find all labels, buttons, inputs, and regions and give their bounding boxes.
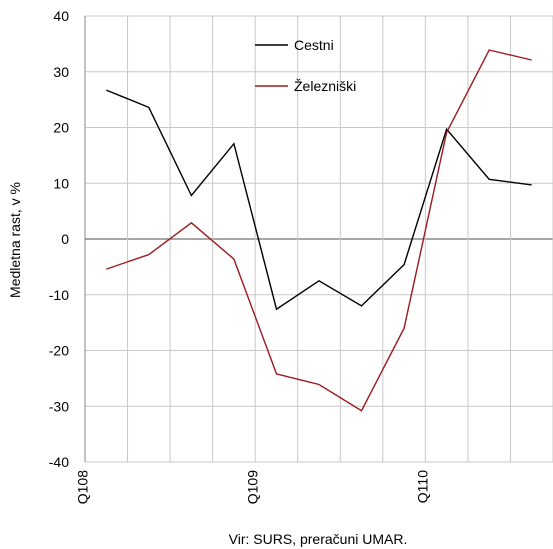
grid	[84, 15, 553, 463]
x-tick-label: Q108	[74, 470, 90, 504]
legend: Cestni Železniški	[255, 37, 356, 94]
y-tick-label: 20	[53, 120, 69, 136]
y-tick-label: -10	[49, 287, 69, 303]
series-line-zelezniski	[106, 49, 532, 412]
series-lines	[106, 49, 532, 412]
y-tick-label: 40	[53, 8, 69, 24]
y-axis-title: Medletna rast, v %	[7, 182, 23, 298]
y-tick-label: 10	[53, 175, 69, 191]
legend-label: Železniški	[294, 78, 356, 94]
y-tick-label: -20	[49, 343, 69, 359]
series-line-cestni	[106, 89, 532, 311]
x-tick-label: Q110	[415, 470, 431, 503]
legend-label: Cestni	[294, 37, 334, 53]
y-tick-label: 0	[61, 231, 69, 247]
x-tick-label: Q109	[244, 470, 260, 504]
axis-labels: Medletna rast, v % 40 30 20 10 0 -10 -20 -30 -40…	[7, 8, 431, 504]
y-tick-label: 30	[53, 64, 69, 80]
y-tick-label: -40	[49, 454, 69, 470]
source-note: Vir: SURS, preračuni UMAR.	[229, 531, 408, 547]
y-tick-label: -30	[49, 398, 69, 414]
